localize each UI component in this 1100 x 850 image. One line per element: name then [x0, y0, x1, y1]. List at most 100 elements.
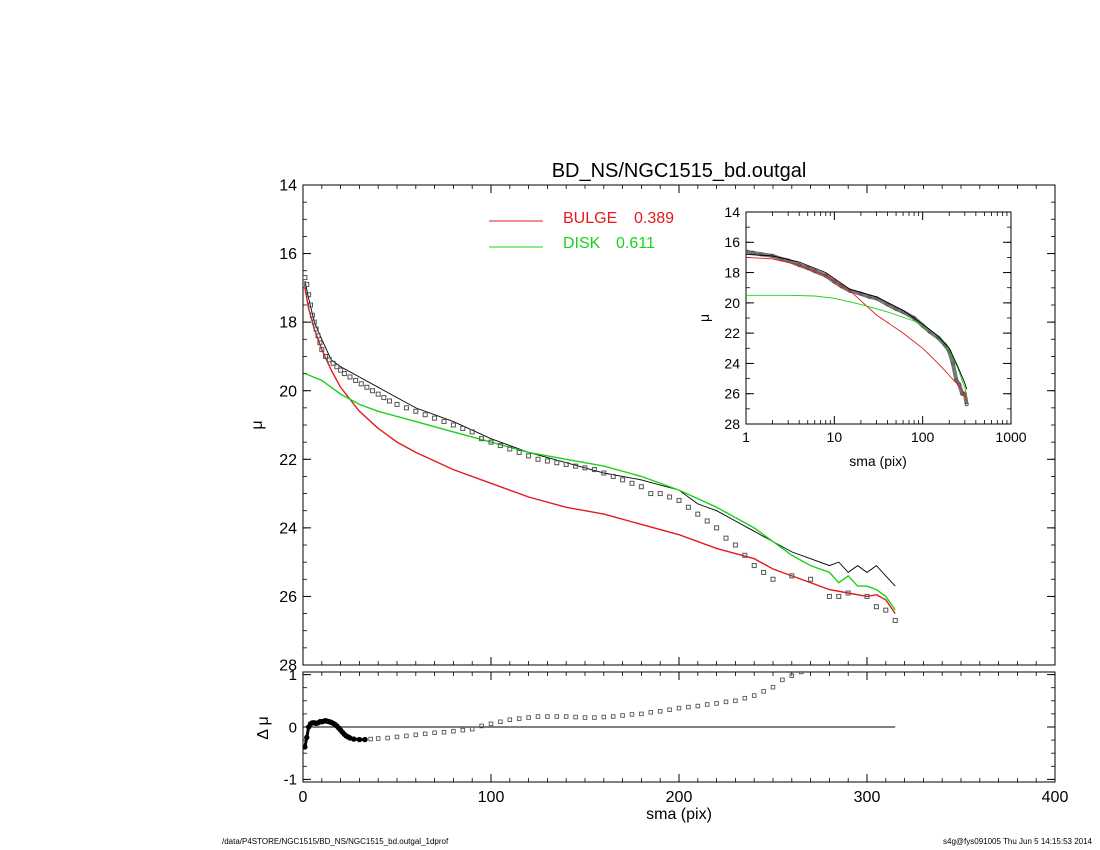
data-point: [317, 340, 323, 346]
resid-x-tick-label: 0: [299, 789, 308, 806]
data-point: [808, 576, 814, 582]
residual-point: [648, 710, 654, 715]
data-point: [714, 525, 720, 531]
residual-point: [479, 723, 484, 729]
residual-point: [375, 736, 381, 741]
series-disk-line: [304, 372, 896, 611]
data-point: [610, 473, 616, 479]
resid-y-tick-label: 1: [289, 667, 297, 684]
inset-y-axis: 14 16 18 20 22 24 26 28: [724, 204, 1011, 432]
data-point: [364, 384, 370, 390]
data-point: [479, 436, 485, 442]
inset-y-tick-label: 22: [724, 325, 740, 341]
data-point: [469, 429, 475, 435]
data-point: [381, 395, 387, 401]
data-point: [563, 461, 569, 467]
data-point: [964, 402, 969, 407]
data-point: [845, 590, 851, 596]
data-point: [450, 422, 456, 428]
data-point: [761, 569, 767, 575]
residual-point: [432, 730, 437, 736]
data-point: [326, 357, 332, 363]
residual-point: [592, 715, 597, 720]
residual-point: [742, 695, 748, 701]
main-series-group: [303, 275, 898, 623]
residual-inner-trace: [303, 719, 365, 748]
data-point: [836, 593, 842, 599]
residual-point: [676, 705, 682, 711]
residual-point: [368, 736, 373, 742]
data-point: [306, 292, 312, 298]
residual-x-axis-label: sma (pix): [646, 806, 712, 823]
data-point: [535, 456, 541, 462]
legend-bulge-value: 0.389: [634, 210, 674, 227]
footer-file-path: /data/P4STORE/NGC1515/BD_NS/NGC1515_bd.o…: [222, 837, 449, 846]
data-point: [789, 573, 795, 579]
inset-x-tick-label: 10: [827, 429, 843, 445]
resid-x-tick-label: 400: [1042, 789, 1069, 806]
data-point: [746, 249, 749, 254]
main-y-tick-label: 22: [279, 452, 297, 469]
residual-point: [535, 714, 541, 719]
data-point: [704, 518, 710, 524]
inset-y-tick-label: 26: [724, 386, 740, 402]
residual-point: [441, 729, 447, 735]
data-point: [323, 353, 329, 359]
residual-point: [507, 717, 513, 722]
main-y-tick-label: 28: [279, 658, 297, 675]
data-point: [759, 252, 764, 257]
data-point: [620, 477, 626, 483]
data-point: [497, 443, 503, 449]
data-point: [742, 552, 748, 558]
main-y-axis: 14 16 18 20 22 24 26 28: [279, 178, 1055, 675]
inset-y-tick-label: 14: [724, 204, 740, 220]
data-point: [460, 425, 466, 431]
inset-x-tick-label: 1: [742, 429, 750, 445]
inset-y-axis-label: μ: [696, 314, 712, 322]
residual-point: [516, 716, 522, 721]
residual-point: [422, 731, 428, 737]
residual-point: [404, 733, 409, 739]
resid-x-tick-label: 200: [666, 789, 693, 806]
series-bulge-line: [304, 287, 896, 614]
data-point: [601, 470, 607, 476]
data-point: [950, 361, 956, 366]
data-point: [338, 367, 344, 373]
residual-point: [488, 721, 494, 727]
data-point: [422, 412, 428, 418]
residual-point: [451, 728, 456, 734]
data-point: [812, 268, 817, 274]
residual-point: [667, 707, 672, 712]
residual-point: [761, 689, 766, 694]
residual-point: [770, 684, 776, 690]
data-point: [893, 306, 899, 312]
data-point: [823, 273, 828, 278]
series-bulge-line: [746, 256, 968, 402]
series-disk-line: [746, 294, 968, 397]
residual-point: [733, 698, 738, 704]
inset-y-tick-label: 20: [724, 295, 740, 311]
data-point: [375, 391, 381, 397]
data-point: [526, 453, 532, 459]
data-point: [304, 281, 310, 287]
residual-point: [704, 702, 710, 707]
inset-x-tick-label: 100: [911, 429, 935, 445]
residual-point: [498, 719, 503, 725]
resid-x-tick-label: 100: [478, 789, 505, 806]
residual-point: [582, 715, 588, 720]
data-point: [591, 467, 597, 473]
data-point: [676, 497, 682, 503]
data-point: [313, 326, 319, 332]
residual-point: [385, 735, 390, 741]
main-y-tick-label: 26: [279, 589, 297, 606]
inset-x-axis-label: sma (pix): [849, 453, 907, 469]
residual-point: [563, 714, 569, 719]
data-point: [657, 491, 663, 497]
data-point: [864, 593, 870, 599]
residual-point: [413, 732, 419, 738]
residual-point: [723, 699, 729, 705]
residual-point: [554, 714, 560, 719]
legend: BULGE 0.389 DISK 0.611: [489, 210, 674, 252]
residual-point: [789, 673, 795, 678]
